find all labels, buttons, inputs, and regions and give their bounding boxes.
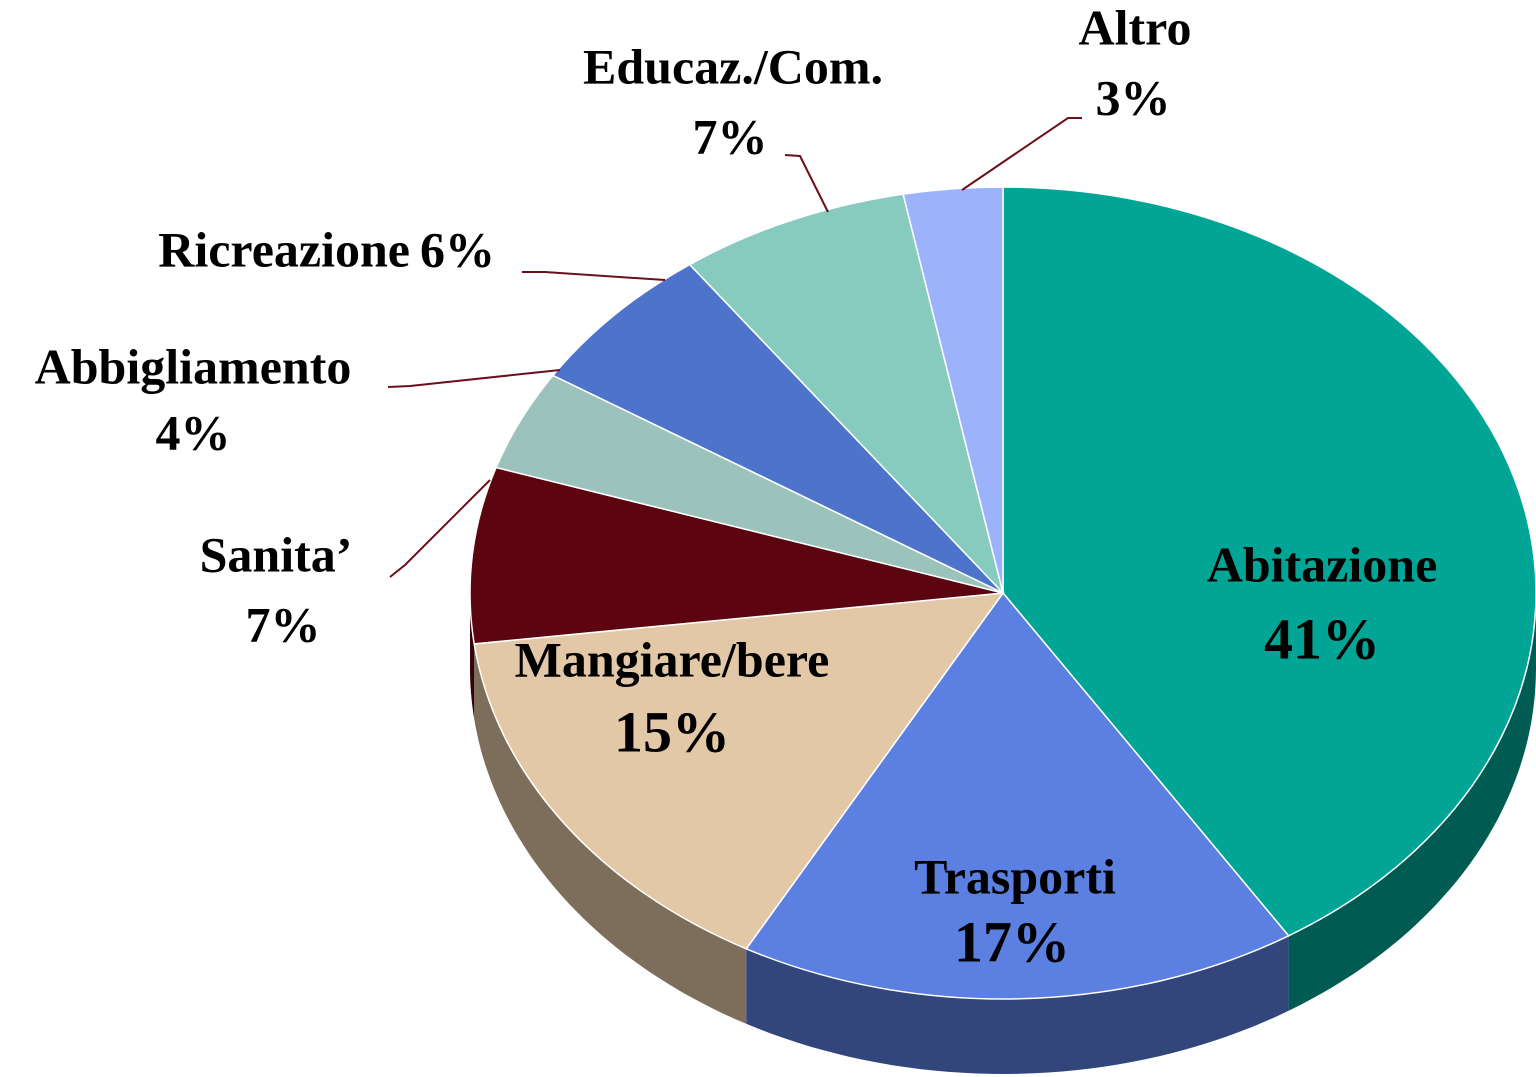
- pie-side: [1288, 593, 1536, 1011]
- slice-label: Mangiare/bere: [515, 631, 830, 687]
- value-label: 15%: [614, 699, 730, 764]
- pie-side: [474, 643, 747, 1024]
- value-label: 41%: [1264, 606, 1380, 671]
- slice-label: Abbigliamento: [35, 338, 352, 394]
- pie-slice: [469, 466, 1004, 645]
- leader-lines: [387, 117, 1082, 578]
- pie-slice: [902, 186, 1004, 594]
- value-label: 4%: [156, 404, 231, 460]
- leader-line: [389, 479, 491, 578]
- leader-line: [387, 369, 561, 388]
- slice-label: Ricreazione: [158, 221, 410, 277]
- leader-line: [522, 271, 666, 281]
- value-label: 6%: [420, 221, 495, 277]
- value-label: 17%: [954, 909, 1070, 974]
- pie-slice: [473, 592, 1005, 950]
- pie-slice: [688, 193, 1005, 596]
- leader-line: [784, 154, 829, 213]
- slice-label: Abitazione: [1207, 536, 1438, 592]
- pie-tops: [469, 186, 1536, 1000]
- value-label: 7%: [693, 108, 768, 164]
- slice-label: Educaz./Com.: [583, 38, 883, 94]
- slice-label: Altro: [1079, 0, 1192, 55]
- value-label: 7%: [246, 596, 321, 652]
- pie-slice: [1002, 186, 1536, 937]
- value-label: 3%: [1096, 69, 1171, 125]
- pie-side: [746, 935, 1289, 1074]
- slice-label: Trasporti: [914, 848, 1116, 904]
- leader-line: [961, 117, 1082, 191]
- slice-label: Sanita’: [200, 526, 353, 582]
- pie-slice: [745, 591, 1290, 1000]
